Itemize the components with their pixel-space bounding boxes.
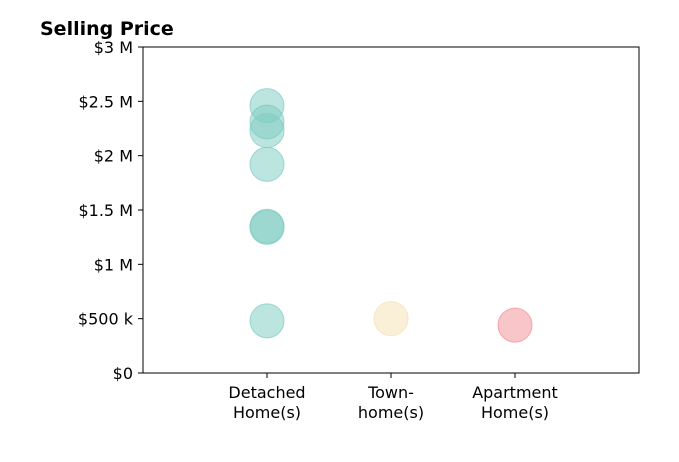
y-tick-label: $3 M: [94, 38, 133, 57]
y-tick-label: $500 k: [78, 310, 134, 329]
x-axis: DetachedHome(s)Town-home(s)ApartmentHome…: [228, 373, 558, 422]
data-point: [249, 146, 285, 182]
y-tick-label: $1.5 M: [78, 201, 133, 220]
x-tick-label: Home(s): [233, 403, 301, 422]
x-tick-label: Apartment: [472, 383, 558, 402]
data-point: [249, 303, 285, 339]
data-points: [249, 88, 533, 343]
y-tick-label: $2 M: [94, 147, 133, 166]
data-point: [249, 209, 285, 245]
x-tick-label: Home(s): [481, 403, 549, 422]
x-tick-label: Town-: [367, 383, 414, 402]
y-tick-label: $0: [113, 364, 133, 383]
y-tick-label: $1 M: [94, 255, 133, 274]
y-tick-label: $2.5 M: [78, 92, 133, 111]
y-axis: $0 $500 k $1 M $1.5 M $2 M $2.5 M $3 M: [78, 38, 143, 383]
x-tick-label: home(s): [358, 403, 424, 422]
data-point: [373, 301, 409, 337]
x-tick-label: Detached: [228, 383, 305, 402]
data-point: [249, 113, 285, 149]
chart-title: Selling Price: [40, 18, 174, 40]
data-point: [497, 307, 533, 343]
